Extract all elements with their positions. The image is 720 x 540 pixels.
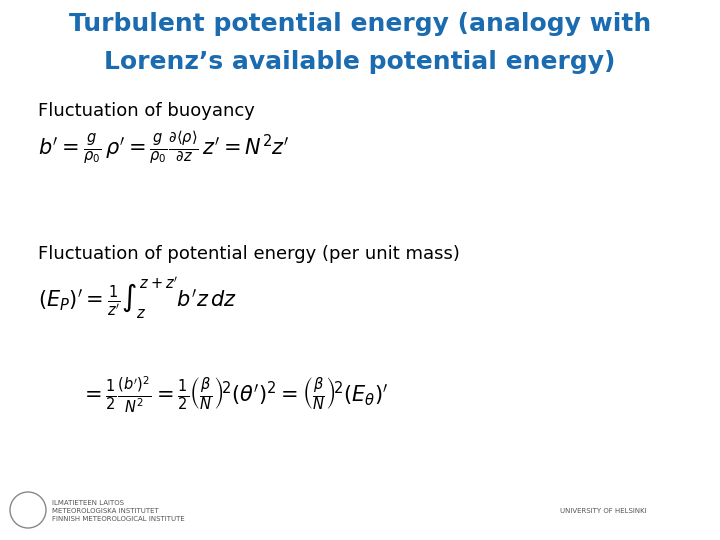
Text: Lorenz’s available potential energy): Lorenz’s available potential energy)	[104, 50, 616, 74]
Text: $= \frac{1}{2}\frac{(b')^2}{N^2} = \frac{1}{2}\left(\frac{\beta}{N}\right)^{\!2}: $= \frac{1}{2}\frac{(b')^2}{N^2} = \frac…	[80, 375, 389, 415]
Text: UNIVERSITY OF HELSINKI: UNIVERSITY OF HELSINKI	[560, 508, 647, 514]
Text: $(E_P)' = \frac{1}{z'}\int_{z}^{z+z'} b'z\,dz$: $(E_P)' = \frac{1}{z'}\int_{z}^{z+z'} b'…	[38, 275, 237, 321]
Text: Fluctuation of buoyancy: Fluctuation of buoyancy	[38, 102, 255, 120]
Text: $b' = \frac{g}{\rho_0}\,\rho' = \frac{g}{\rho_0}\frac{\partial\langle\rho\rangle: $b' = \frac{g}{\rho_0}\,\rho' = \frac{g}…	[38, 130, 289, 166]
Text: Turbulent potential energy (analogy with: Turbulent potential energy (analogy with	[69, 12, 651, 36]
Text: Fluctuation of potential energy (per unit mass): Fluctuation of potential energy (per uni…	[38, 245, 460, 263]
Text: ILMATIETEEN LAITOS
METEOROLOGISKA INSTITUTET
FINNISH METEOROLOGICAL INSTITUTE: ILMATIETEEN LAITOS METEOROLOGISKA INSTIT…	[52, 500, 185, 522]
